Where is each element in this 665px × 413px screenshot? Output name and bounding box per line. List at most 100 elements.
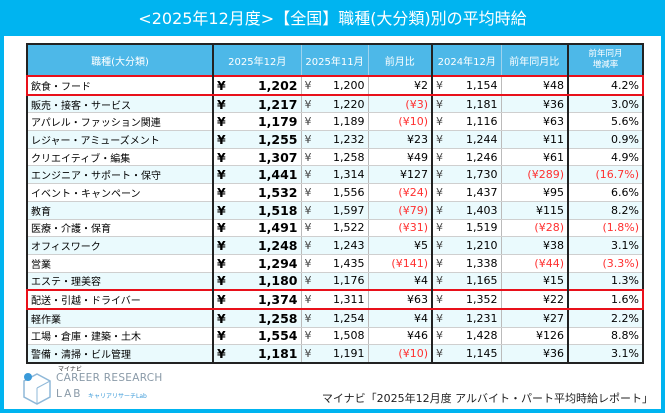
- yen-symbol: ¥: [217, 202, 226, 218]
- cell-value: ¥11: [543, 132, 564, 146]
- table-row: 医療・介護・保育 ¥1,491 ¥1,522 (¥31) ¥1,519 (¥28) (1.8…: [26, 219, 643, 238]
- wage-2025-11: ¥1,556: [300, 183, 368, 202]
- cell-value: 1,255: [257, 131, 298, 147]
- yen-symbol: ¥: [217, 310, 226, 326]
- table-row: エステ・理美容 ¥1,180 ¥1,176 ¥4 ¥1,165 ¥15 1.3%: [26, 272, 643, 291]
- cell-value: ¥61: [543, 150, 564, 164]
- wage-2024-12: ¥1,338: [431, 254, 501, 273]
- cell-value: 1,338: [466, 256, 498, 270]
- mom-diff: ¥4: [367, 272, 432, 291]
- yen-symbol: ¥: [217, 273, 226, 289]
- cell-value: 1,307: [257, 149, 298, 165]
- cell-value: 1,311: [333, 293, 365, 307]
- yen-symbol: ¥: [304, 97, 312, 111]
- cell-value: 1.3%: [611, 274, 639, 288]
- wage-2024-12: ¥1,231: [431, 308, 501, 328]
- yoy-diff: ¥63: [500, 112, 568, 132]
- yen-symbol: ¥: [304, 329, 312, 343]
- cell-value: 1,258: [257, 310, 298, 326]
- yoy-rate: 1.6%: [567, 289, 644, 310]
- cell-value: ¥63: [407, 293, 428, 307]
- yen-symbol: ¥: [304, 347, 312, 361]
- wage-2024-12: ¥1,244: [431, 130, 501, 149]
- table-row: 警備・清掃・ビル管理 ¥1,181 ¥1,191 (¥10) ¥1,145 ¥36 3.1%: [26, 344, 643, 364]
- cell-value: 1,441: [257, 167, 298, 183]
- job-category: クリエイティブ・編集: [26, 148, 213, 167]
- wage-2025-12: ¥1,217: [212, 94, 301, 114]
- wage-2024-12: ¥1,428: [431, 327, 501, 346]
- logo-sub: キャリアリサーチLab: [88, 393, 147, 400]
- cell-value: ¥4: [414, 311, 428, 325]
- cell-value: 1,508: [333, 329, 365, 343]
- column-header: 前年同月 増減率: [567, 43, 644, 77]
- cell-value: ¥36: [543, 347, 564, 361]
- column-header: 前年同月比: [500, 43, 569, 77]
- wage-2025-11: ¥1,311: [300, 289, 368, 310]
- cell-value: 1,231: [466, 311, 498, 325]
- wage-2024-12: ¥1,145: [431, 344, 501, 364]
- yen-symbol: ¥: [436, 329, 443, 343]
- mom-diff: (¥10): [367, 344, 432, 364]
- table-row: 飲食・フード ¥1,202 ¥1,200 ¥2 ¥1,154 ¥48 4.2%: [26, 75, 644, 96]
- cell-value: ¥22: [543, 293, 564, 307]
- yoy-rate: 0.9%: [567, 130, 643, 149]
- yoy-rate: 2.2%: [567, 308, 643, 328]
- yen-symbol: ¥: [217, 220, 226, 236]
- wage-2025-12: ¥1,181: [212, 344, 301, 364]
- cell-value: 5.6%: [611, 115, 639, 129]
- cell-value: (¥79): [398, 203, 428, 217]
- yen-symbol: ¥: [217, 77, 226, 93]
- yen-symbol: ¥: [436, 150, 443, 164]
- yen-symbol: ¥: [436, 221, 443, 235]
- cell-value: (¥141): [391, 256, 428, 270]
- logo-small-text: マイナビ: [58, 366, 82, 373]
- logo-line1: CAREER RESEARCH: [56, 372, 163, 384]
- wage-2025-12: ¥1,248: [212, 236, 301, 255]
- table-row: オフィスワーク ¥1,248 ¥1,243 ¥5 ¥1,210 ¥38 3.1%: [26, 236, 643, 255]
- yoy-rate: 1.3%: [567, 272, 643, 291]
- cell-value: 3.1%: [611, 347, 639, 361]
- table-row: 販売・接客・サービス ¥1,217 ¥1,220 (¥3) ¥1,181 ¥36 3.0%: [26, 94, 643, 114]
- yen-symbol: ¥: [217, 131, 226, 147]
- wage-2025-11: ¥1,191: [300, 344, 368, 364]
- yoy-diff: ¥36: [500, 94, 568, 114]
- wage-2025-12: ¥1,202: [212, 75, 301, 96]
- yen-symbol: ¥: [217, 346, 226, 362]
- yoy-diff: ¥38: [500, 236, 568, 255]
- source-citation: マイナビ「2025年12月度 アルバイト・パート平均時給レポート」: [321, 392, 653, 405]
- yoy-diff: ¥61: [500, 148, 568, 167]
- yen-symbol: ¥: [436, 168, 443, 182]
- wage-2025-11: ¥1,314: [300, 165, 368, 185]
- wage-2024-12: ¥1,246: [431, 148, 501, 167]
- wage-2025-12: ¥1,255: [212, 130, 301, 149]
- yen-symbol: ¥: [436, 256, 443, 270]
- yen-symbol: ¥: [304, 221, 312, 235]
- cell-value: 1,403: [466, 203, 498, 217]
- yoy-diff: (¥28): [500, 219, 568, 238]
- cell-value: 1,189: [333, 115, 365, 129]
- wage-2025-11: ¥1,508: [300, 327, 368, 346]
- cube-logo-icon: [23, 373, 51, 405]
- wage-2025-11: ¥1,258: [300, 148, 368, 167]
- cell-value: 1,730: [466, 168, 498, 182]
- cell-value: 1,597: [333, 203, 365, 217]
- cell-value: 1,232: [333, 132, 365, 146]
- table-row: アパレル・ファッション関連 ¥1,179 ¥1,189 (¥10) ¥1,116 ¥63 5…: [26, 112, 643, 132]
- cell-value: 1,556: [333, 185, 365, 199]
- yoy-rate: 5.6%: [567, 112, 643, 132]
- yen-symbol: ¥: [436, 203, 443, 217]
- table-row: 工場・倉庫・建築・土木 ¥1,554 ¥1,508 ¥46 ¥1,428 ¥126 8.8%: [26, 327, 643, 346]
- wage-2024-12: ¥1,519: [431, 219, 501, 238]
- column-header: 前月比: [367, 43, 433, 77]
- cell-value: 1,294: [257, 255, 298, 271]
- cell-value: 1,522: [333, 221, 365, 235]
- wage-2025-11: ¥1,189: [300, 112, 368, 132]
- cell-value: (16.7%): [595, 168, 639, 182]
- wage-2024-12: ¥1,730: [431, 165, 501, 185]
- logo-line2: LAB: [56, 388, 83, 400]
- table-row: クリエイティブ・編集 ¥1,307 ¥1,258 ¥49 ¥1,246 ¥61 4.9%: [26, 148, 643, 167]
- cell-value: 1,217: [257, 96, 298, 112]
- page-title: <2025年12月度>【全国】職種(大分類)別の平均時給: [4, 4, 661, 36]
- yoy-rate: 8.8%: [567, 327, 643, 346]
- table-row: 営業 ¥1,294 ¥1,435 (¥141) ¥1,338 (¥44) (3.3%): [26, 254, 643, 273]
